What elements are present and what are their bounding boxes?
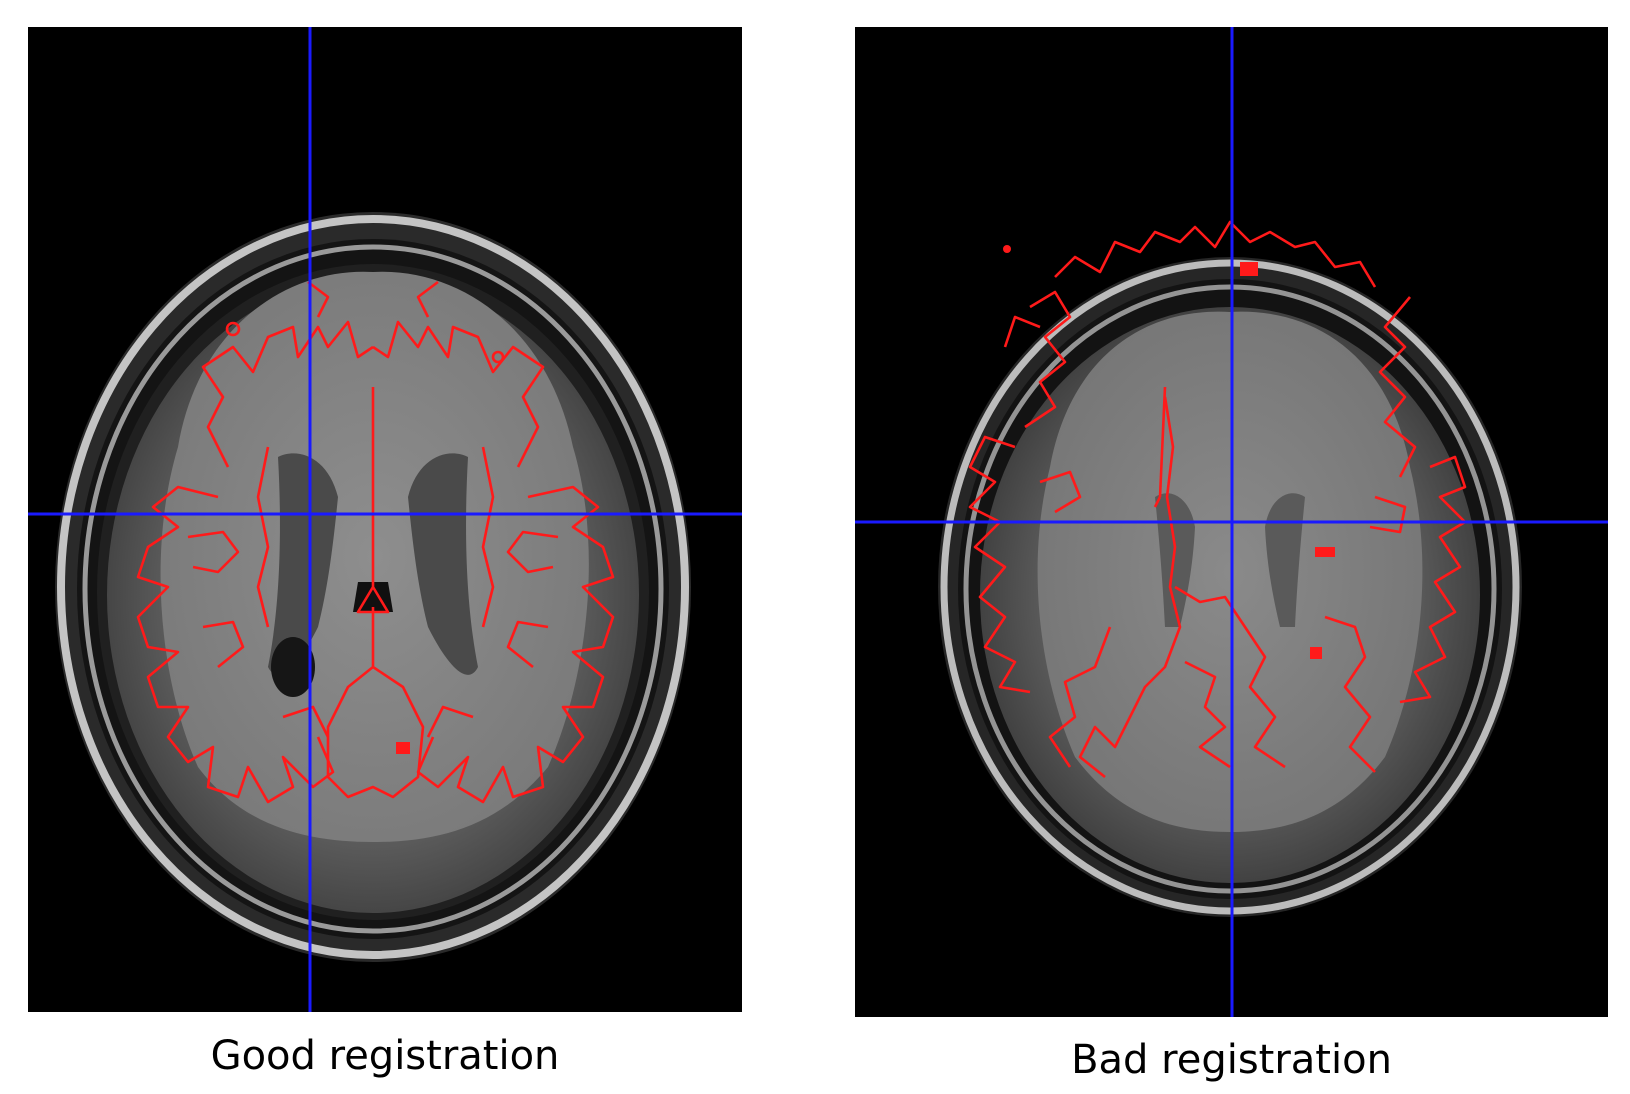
bad-registration-mri-image [855, 27, 1608, 1017]
bad-registration-caption: Bad registration [1071, 1037, 1392, 1083]
contour-fill-blob [1315, 547, 1335, 557]
contour-fill-blob [1310, 647, 1322, 659]
good-registration-mri-image [28, 27, 742, 1012]
crosshair [28, 27, 742, 1012]
ventricles [268, 453, 478, 697]
contour-fill-blob [1003, 245, 1011, 253]
good-registration-caption: Good registration [210, 1033, 560, 1079]
brain-tissue [980, 307, 1480, 883]
white-matter-contour [136, 280, 615, 804]
crosshair [855, 27, 1608, 1017]
contour-fill-blob [396, 742, 410, 754]
contour-fill-blob [1240, 262, 1258, 276]
bad-registration-panel [855, 27, 1608, 1017]
good-registration-panel [28, 27, 742, 1012]
white-matter-contour [968, 220, 1467, 779]
